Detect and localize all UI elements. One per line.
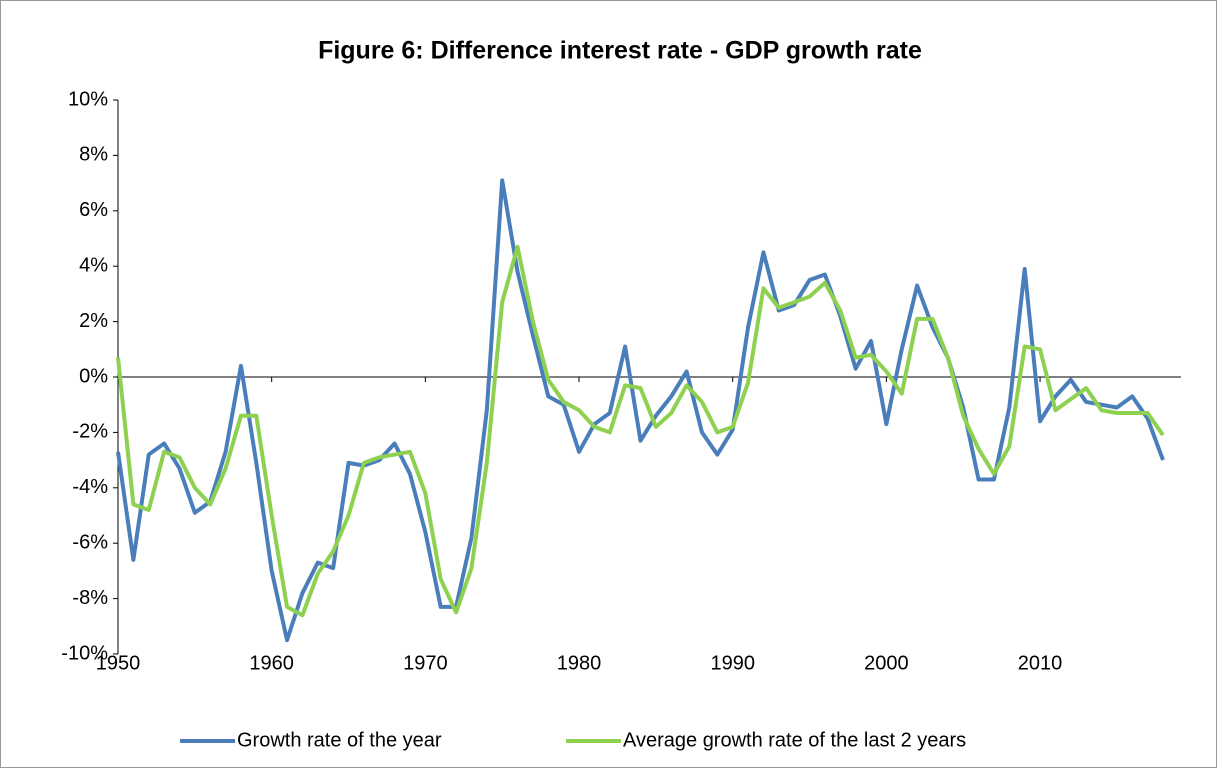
y-tick-label: 0%	[79, 365, 108, 387]
y-tick-label: 2%	[79, 310, 108, 332]
x-tick-label: 2010	[1018, 652, 1063, 674]
legend-label: Average growth rate of the last 2 years	[623, 729, 966, 751]
y-tick-label: 6%	[79, 199, 108, 221]
series-line	[116, 178, 1165, 643]
x-tick-label: 2000	[864, 652, 909, 674]
x-tick-label: 1960	[249, 652, 294, 674]
x-tick-label: 1980	[557, 652, 602, 674]
y-tick-label: 4%	[79, 254, 108, 276]
y-tick-label: -4%	[72, 476, 108, 498]
y-tick-label: -6%	[72, 531, 108, 553]
y-tick-label: -8%	[72, 587, 108, 609]
x-tick-label: 1970	[403, 652, 448, 674]
legend-label: Growth rate of the year	[237, 729, 442, 751]
y-tick-label: -10%	[61, 642, 108, 664]
x-tick-label: 1990	[710, 652, 755, 674]
x-tick-label: 1950	[96, 652, 141, 674]
chart-title: Figure 6: Difference interest rate - GDP…	[318, 37, 922, 65]
y-tick-label: 8%	[79, 144, 108, 166]
y-tick-label: -2%	[72, 421, 108, 443]
y-tick-label: 10%	[68, 88, 108, 110]
series-line	[116, 244, 1165, 618]
